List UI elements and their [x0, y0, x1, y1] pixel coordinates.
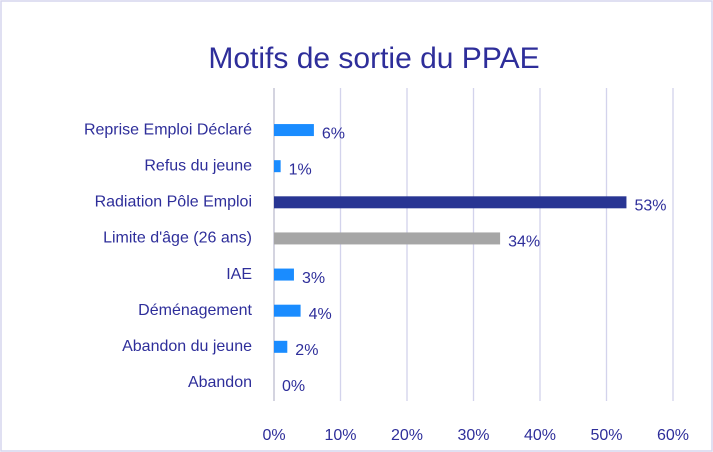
- bar: [274, 268, 294, 281]
- y-tick-label: IAE: [226, 266, 252, 283]
- x-tick-label: 20%: [391, 427, 423, 444]
- bar: [274, 232, 501, 245]
- bar: [274, 340, 288, 353]
- y-tick-label: Reprise Emploi Déclaré: [84, 121, 252, 138]
- value-label: 4%: [309, 306, 332, 323]
- value-label: 34%: [508, 234, 540, 251]
- x-tick-label: 10%: [324, 427, 356, 444]
- y-tick-label: Abandon du jeune: [122, 338, 252, 355]
- y-tick-label: Abandon: [188, 374, 252, 391]
- value-label: 0%: [282, 378, 305, 395]
- y-tick-label: Déménagement: [138, 302, 252, 319]
- x-tick-label: 60%: [657, 427, 689, 444]
- value-label: 1%: [289, 161, 312, 178]
- bar: [274, 304, 301, 317]
- value-label: 2%: [295, 342, 318, 359]
- bar: [274, 196, 627, 209]
- chart-title: Motifs de sortie du PPAE: [208, 42, 539, 75]
- bar: [274, 160, 281, 173]
- y-tick-label: Radiation Pôle Emploi: [95, 194, 252, 211]
- y-tick-label: Refus du jeune: [144, 157, 252, 174]
- x-tick-label: 30%: [457, 427, 489, 444]
- x-tick-label: 0%: [262, 427, 285, 444]
- y-tick-label: Limite d'âge (26 ans): [103, 230, 252, 247]
- x-tick-label: 40%: [524, 427, 556, 444]
- bar: [274, 124, 314, 137]
- x-tick-label: 50%: [590, 427, 622, 444]
- value-label: 3%: [302, 270, 325, 287]
- value-label: 6%: [322, 125, 345, 142]
- value-label: 53%: [634, 198, 666, 215]
